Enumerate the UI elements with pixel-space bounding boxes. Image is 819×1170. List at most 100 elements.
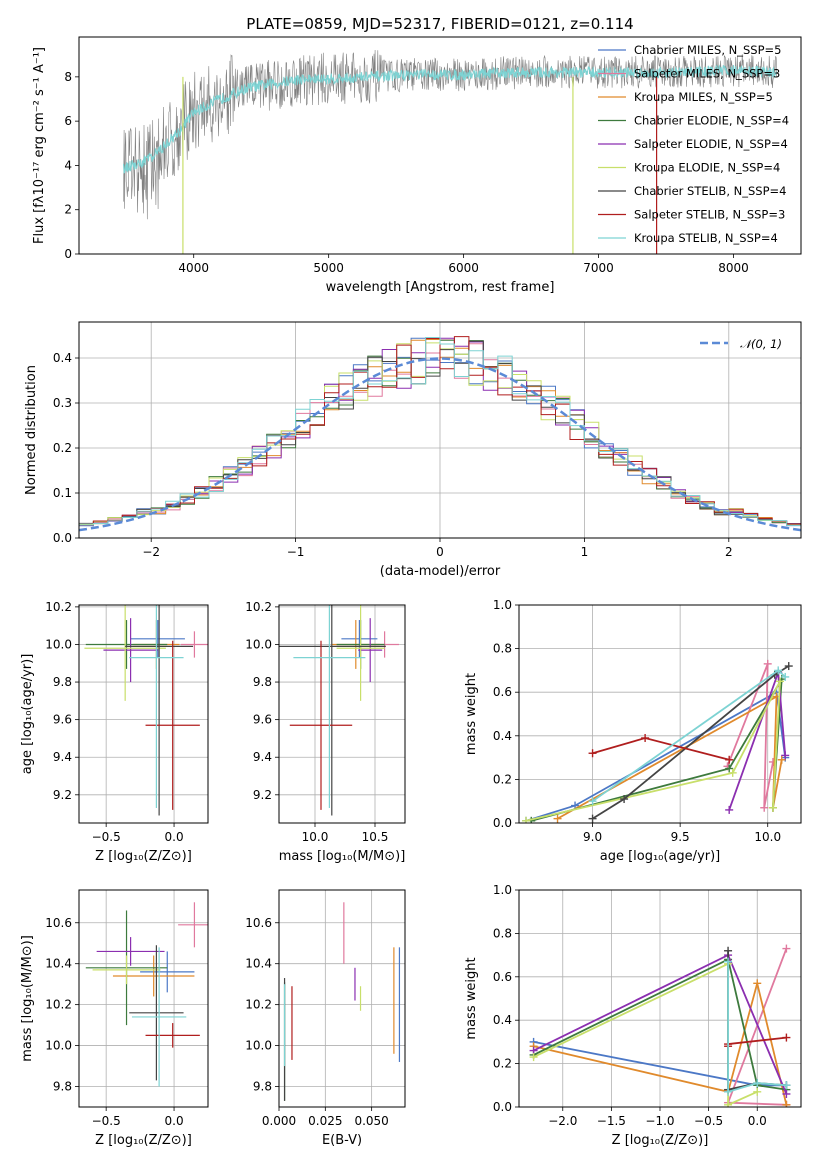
grid	[278, 890, 405, 1107]
legend-entry: Kroupa ELODIE, N_SSP=4	[634, 161, 780, 175]
y-axis-label: age [log₁₀(age/yr)]	[20, 654, 35, 775]
x-axis-label: Z [log₁₀(Z/Z⊙)]	[612, 1133, 709, 1148]
y-tick-label: 0.3	[53, 396, 72, 410]
marker	[724, 1100, 733, 1107]
y-tick-label: 10.0	[245, 637, 272, 651]
ticks: −2 −1 0 1 2 0.0 0.1 0.2 0.3 0.4	[53, 351, 733, 559]
x-tick-label: −0.5	[92, 830, 121, 844]
marker	[774, 666, 783, 675]
point-chabrier-elodie	[85, 620, 168, 669]
point-kroupa-elodie	[84, 605, 166, 701]
chart-spectrum: 4000 5000 6000 7000 8000 0 2 4 6 8 wavelength [Ang…	[32, 15, 802, 295]
x-tick-label: 0.000	[262, 1114, 296, 1128]
marker	[724, 946, 733, 955]
y-tick-label: 0.6	[493, 685, 512, 699]
point-salpeter-elodie	[358, 618, 383, 683]
y-tick-label: 9.2	[253, 788, 272, 802]
marker	[775, 677, 784, 686]
y-tick-label: 9.6	[53, 713, 72, 727]
chart-residuals: −2 −1 0 1 2 0.0 0.1 0.2 0.3 0.4 (data-model)/error…	[24, 321, 802, 579]
point-chabrier-stelib	[129, 945, 184, 1081]
y-tick-label: 9.6	[253, 713, 272, 727]
marker	[760, 803, 769, 812]
point-kroupa-stelib	[131, 947, 187, 1087]
point-chabrier-stelib	[125, 605, 194, 816]
point-kroupa-stelib	[293, 605, 366, 808]
y-axis-label: Normed distribution	[24, 365, 39, 495]
legend-entry: Chabrier ELODIE, N_SSP=4	[634, 114, 789, 128]
y-tick-label: 10.6	[245, 916, 272, 930]
y-axis-label: mass [log₁₀(M/M⊙)]	[20, 935, 35, 1062]
x-tick-label: 6000	[448, 261, 479, 275]
legend-entry: Salpeter STELIB, N_SSP=3	[634, 208, 785, 222]
y-tick-label: 10.0	[45, 1039, 72, 1053]
plot-area	[84, 605, 208, 816]
point-chabrier-miles	[130, 620, 185, 658]
x-tick-label: −1.0	[645, 1114, 674, 1128]
x-tick-label: 7000	[583, 261, 614, 275]
ticks: −0.5 0.0 9.8 10.0 10.2 10.4 10.6	[45, 916, 183, 1128]
chart-title: PLATE=0859, MJD=52317, FIBERID=0121, z=0…	[246, 15, 633, 33]
marker	[781, 751, 790, 760]
ticks: 4000 5000 6000 7000 8000 0 2 4 6 8	[64, 70, 748, 275]
x-tick-label: 0.0	[748, 1114, 767, 1128]
marker	[553, 814, 562, 823]
point-salpeter-stelib	[145, 1023, 200, 1048]
x-tick-label: −2.0	[548, 1114, 577, 1128]
plot-area	[85, 902, 208, 1087]
marker	[728, 768, 737, 777]
y-tick-label: 10.2	[45, 998, 72, 1012]
grid	[79, 890, 208, 1107]
marker	[753, 979, 762, 988]
y-tick-label: 9.2	[53, 788, 72, 802]
model-spectrum	[123, 64, 778, 174]
marker	[782, 1100, 791, 1107]
y-tick-label: 8	[64, 70, 72, 84]
point-salpeter-stelib	[145, 640, 200, 810]
marker	[781, 672, 790, 681]
x-tick-label: 9.5	[671, 830, 690, 844]
legend-entry: Kroupa STELIB, N_SSP=4	[634, 231, 778, 245]
x-axis-label: wavelength [Angstrom, rest frame]	[326, 280, 555, 295]
y-tick-label: 9.8	[253, 1080, 272, 1094]
x-tick-label: 5000	[313, 261, 344, 275]
x-tick-label: 10.0	[754, 830, 781, 844]
x-axis-label: E(B-V)	[322, 1133, 362, 1148]
marker	[753, 1087, 762, 1096]
y-axis-label: mass weight	[464, 673, 479, 755]
marker	[782, 1081, 791, 1090]
x-tick-label: −0.5	[92, 1114, 121, 1128]
y-tick-label: 10.2	[45, 600, 72, 614]
point-salpeter-miles	[180, 631, 208, 658]
legend-entry: Salpeter ELODIE, N_SSP=4	[634, 137, 788, 151]
x-tick-label: 0.050	[354, 1114, 388, 1128]
x-axis-label: (data-model)/error	[380, 564, 501, 579]
ticks: −0.5 0.0 9.2 9.4 9.6 9.8 10.0 10.2	[45, 600, 183, 844]
series-salpeter-miles	[723, 659, 777, 812]
marker	[768, 803, 777, 812]
ticks: 10.0 10.5 9.2 9.4 9.6 9.8 10.0 10.2	[245, 600, 388, 844]
marker	[725, 764, 734, 773]
grid	[519, 889, 801, 1108]
series-kroupa-elodie	[522, 677, 784, 823]
chart-ebv-mass: 0.000 0.025 0.050 9.8 10.0 10.2 10.4 10.6 E(B-V)	[245, 889, 406, 1148]
marker	[725, 805, 734, 814]
y-tick-label: 9.8	[53, 1080, 72, 1094]
y-tick-label: 10.6	[45, 916, 72, 930]
y-tick-label: 0.2	[493, 1057, 512, 1071]
x-tick-label: −0.5	[694, 1114, 723, 1128]
y-tick-label: 2	[64, 203, 72, 217]
axes-frame	[78, 604, 209, 824]
y-tick-label: 6	[64, 114, 72, 128]
point-chabrier-stelib	[279, 605, 386, 816]
chart-z-age: −0.5 0.0 9.2 9.4 9.6 9.8 10.0 10.2 Z [log₁₀(Z/Z⊙…	[20, 600, 209, 864]
y-tick-label: 0.8	[493, 926, 512, 940]
y-tick-label: 10.2	[245, 998, 272, 1012]
marker	[641, 733, 650, 742]
point-chabrier-miles	[341, 620, 378, 658]
marker	[620, 795, 629, 804]
x-axis-label: age [log₁₀(age/yr)]	[600, 849, 721, 864]
axes-frame	[78, 889, 209, 1108]
marker	[753, 1079, 762, 1088]
axes-frame	[278, 604, 406, 824]
